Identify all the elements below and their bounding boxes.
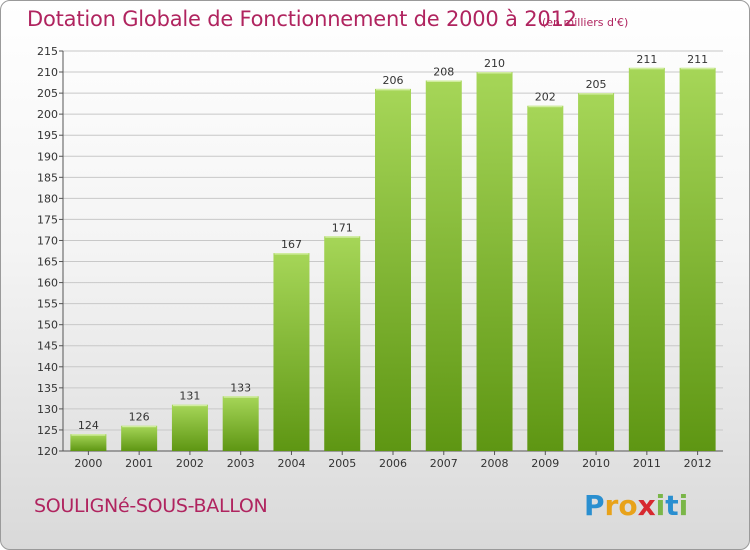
bars: [70, 67, 716, 452]
logo-letter: i: [678, 489, 689, 522]
data-label: 131: [179, 390, 200, 403]
x-tick-label: 2007: [430, 457, 458, 470]
y-tick-label: 195: [37, 129, 58, 142]
logo-letter: x: [637, 489, 656, 522]
bar: [70, 434, 107, 451]
data-label: 171: [332, 221, 353, 234]
x-tick-label: 2001: [125, 457, 153, 470]
labels: 124 2000 126 2001 131 2002 133 2003 167 2004 171 20…: [74, 53, 711, 470]
bar-highlight: [680, 67, 715, 70]
y-tick-label: 145: [37, 340, 58, 353]
data-label: 205: [586, 78, 607, 91]
y-tick-label: 135: [37, 382, 58, 395]
bar-highlight: [426, 80, 461, 82]
x-tick-label: 2006: [379, 457, 407, 470]
logo-letter: i: [655, 489, 666, 522]
y-tick-label: 180: [37, 192, 58, 205]
bar: [171, 404, 208, 451]
y-tick-label: 200: [37, 108, 58, 121]
bar-highlight: [71, 434, 106, 436]
bar-highlight: [223, 396, 258, 398]
bar-highlight: [122, 425, 157, 428]
x-tick-label: 2010: [582, 457, 610, 470]
x-tick-label: 2005: [328, 457, 356, 470]
y-tick-label: 215: [37, 45, 58, 58]
data-label: 202: [535, 91, 556, 104]
data-label: 167: [281, 238, 302, 251]
logo-letter: P: [584, 489, 605, 522]
bar-highlight: [629, 67, 664, 70]
y-tick-label: 190: [37, 150, 58, 163]
bar: [578, 93, 615, 452]
x-tick-label: 2002: [176, 457, 204, 470]
y-tick-label: 165: [37, 256, 58, 269]
y-tick-label: 210: [37, 66, 58, 79]
y-tick-label: 160: [37, 277, 58, 290]
bar: [679, 67, 716, 451]
y-tick-label: 170: [37, 234, 58, 247]
y-tick-label: 155: [37, 298, 58, 311]
x-tick-label: 2012: [684, 457, 712, 470]
logo-letter: t: [665, 489, 679, 522]
bar: [425, 80, 462, 451]
bar-highlight: [274, 253, 309, 255]
bar-highlight: [579, 93, 614, 95]
y-tick-label: 150: [37, 319, 58, 332]
bar: [324, 236, 361, 451]
y-tick-label: 205: [37, 87, 58, 100]
bar: [527, 105, 564, 451]
bar-highlight: [477, 72, 512, 74]
y-tick-label: 120: [37, 445, 58, 458]
x-tick-label: 2011: [633, 457, 661, 470]
bar-highlight: [376, 88, 410, 91]
y-tick-label: 140: [37, 361, 58, 374]
proxiti-logo[interactable]: Proxiti: [584, 489, 688, 522]
bar: [628, 67, 665, 451]
x-tick-label: 2009: [531, 457, 559, 470]
bar-highlight: [528, 105, 563, 108]
logo-letter: r: [604, 489, 619, 522]
x-tick-label: 2000: [74, 457, 102, 470]
y-tick-label: 125: [37, 424, 58, 437]
data-label: 133: [230, 381, 251, 394]
data-label: 124: [78, 419, 99, 432]
chart-subtitle: (en milliers d'€): [542, 16, 629, 29]
commune-name: SOULIGNé-SOUS-BALLON: [34, 495, 268, 517]
y-tick-label: 130: [37, 403, 58, 416]
data-label: 126: [129, 411, 150, 424]
x-tick-label: 2008: [481, 457, 509, 470]
x-tick-label: 2004: [277, 457, 305, 470]
chart-title: Dotation Globale de Fonctionnement de 20…: [27, 7, 577, 31]
bar-highlight: [172, 404, 207, 407]
bar: [375, 88, 411, 451]
y-tick-label: 175: [37, 213, 58, 226]
bar: [222, 396, 259, 451]
data-label: 206: [383, 74, 404, 87]
data-label: 211: [687, 53, 708, 66]
data-label: 208: [433, 65, 454, 78]
bar: [121, 425, 158, 451]
y-tick-label: 185: [37, 171, 58, 184]
data-label: 211: [636, 53, 657, 66]
logo-letter: o: [618, 489, 638, 522]
data-label: 210: [484, 57, 505, 70]
bar-highlight: [325, 236, 360, 238]
bar: [476, 72, 513, 451]
x-tick-label: 2003: [227, 457, 255, 470]
bar: [273, 253, 310, 451]
